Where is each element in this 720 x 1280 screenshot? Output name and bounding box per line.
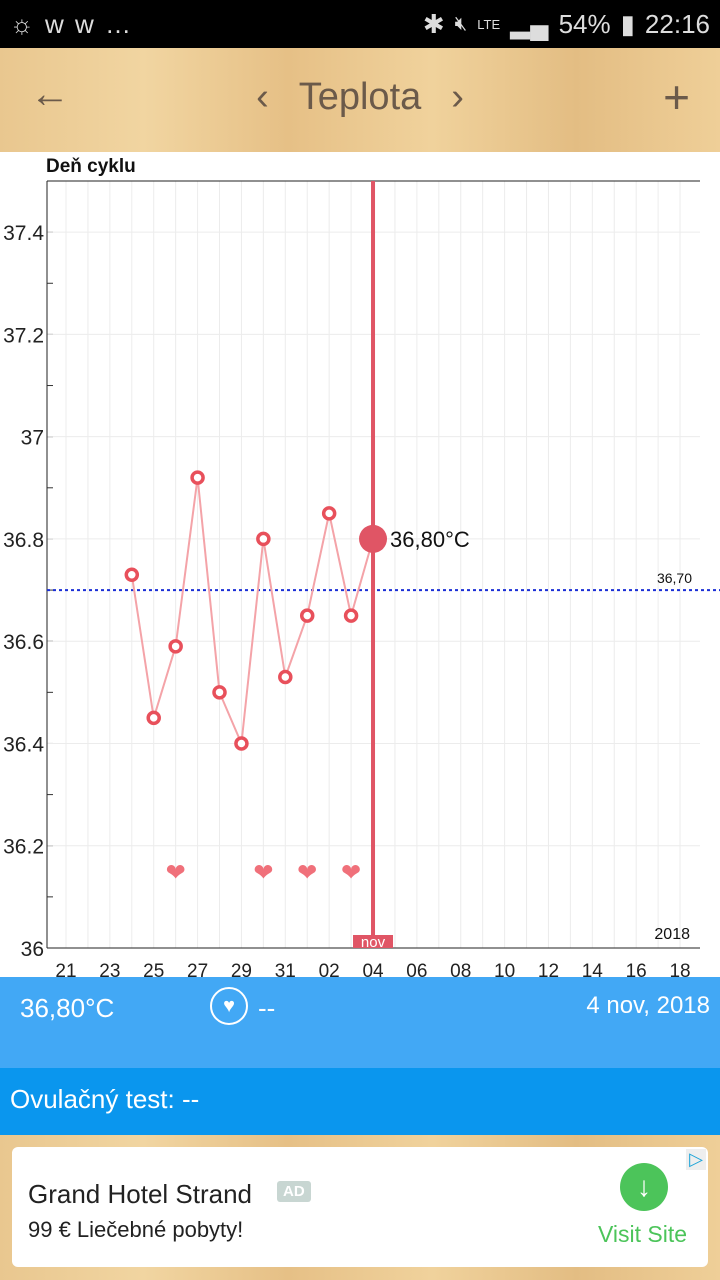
battery-icon: ▮ <box>620 8 635 39</box>
title-text: Teplota <box>298 76 422 118</box>
y-tick-label: 36 <box>21 938 44 961</box>
data-point <box>212 685 227 700</box>
bluetooth-icon: ✱ <box>422 8 445 39</box>
prev-icon[interactable]: ‹ <box>256 76 269 118</box>
heart-value: -- <box>258 993 276 1023</box>
data-point <box>190 470 205 485</box>
ovulation-test-row[interactable]: Ovulačný test: -- <box>0 1068 720 1135</box>
temperature-value: 36,80°C <box>20 993 115 1023</box>
network-type: LTE <box>477 16 501 32</box>
day-info-bar: 36,80°C ♥ -- 4 nov, 2018 <box>0 977 720 1068</box>
heart-icon[interactable]: ♥ <box>210 987 248 1025</box>
x-tick-label: 06 <box>406 961 427 977</box>
data-point <box>321 506 337 521</box>
data-point <box>256 531 271 547</box>
data-point <box>146 710 161 726</box>
selected-value-label: 36,80°C <box>390 527 470 552</box>
temperature-line <box>130 477 374 748</box>
battery-percent: 54% <box>558 8 611 39</box>
data-point <box>168 639 183 654</box>
chart-title: Deň cyklu <box>46 156 136 177</box>
status-bar: ☼ w w … ✱ 🔇︎ LTE ▂▄ 54% ▮ 22:16 <box>0 0 720 48</box>
back-button[interactable]: ← <box>30 72 70 116</box>
y-tick-label: 37.4 <box>3 222 44 245</box>
ad-area: Grand Hotel Strand AD 99 € Liečebné poby… <box>0 1135 720 1280</box>
app-header: ← ‹ Teplota › + <box>0 48 720 152</box>
mute-icon: 🔇︎ <box>454 12 468 35</box>
ad-banner[interactable]: Grand Hotel Strand AD 99 € Liečebné poby… <box>12 1147 708 1267</box>
x-tick-label: 25 <box>143 961 164 977</box>
data-point <box>234 736 249 751</box>
x-tick-label: 31 <box>275 961 296 977</box>
heart-icon: ❤ <box>341 859 361 886</box>
next-icon[interactable]: › <box>451 76 464 118</box>
y-tick-label: 37 <box>21 427 44 450</box>
signal-icon: ▂▄ <box>510 8 549 39</box>
month-marker-bg <box>353 935 394 948</box>
x-tick-label: 12 <box>538 961 559 977</box>
ad-badge: AD <box>277 1181 311 1202</box>
selected-point <box>359 524 388 553</box>
data-point <box>343 608 359 623</box>
x-tick-label: 16 <box>626 961 647 977</box>
x-tick-label: 10 <box>494 961 515 977</box>
x-tick-label: 27 <box>187 961 208 977</box>
date: 4 nov, 2018 <box>586 992 710 1019</box>
x-tick-label: 29 <box>231 961 252 977</box>
visit-site-button[interactable]: Visit Site <box>598 1221 688 1247</box>
x-tick-label: 21 <box>55 961 76 977</box>
data-point <box>124 567 140 582</box>
data-point <box>299 608 315 623</box>
y-tick-label: 36.6 <box>3 631 44 654</box>
heart-icon: ❤ <box>166 859 186 886</box>
x-tick-label: 18 <box>669 961 690 977</box>
temperature-chart[interactable]: 36 36.2 36.4 36.6 36.8 37 37.2 37.4 Deň cyklu 21 2… <box>0 152 720 977</box>
heart-icon: ❤ <box>297 859 317 886</box>
notification-icons: ☼ w w … <box>10 8 134 39</box>
page-title: ‹ Teplota › <box>0 76 720 119</box>
adchoices-icon[interactable]: ▷ <box>686 1149 706 1170</box>
y-tick-label: 36.2 <box>3 836 44 859</box>
add-button[interactable]: + <box>663 71 690 123</box>
month-marker: nov <box>361 934 386 951</box>
ad-title: Grand Hotel Strand <box>28 1179 253 1209</box>
y-tick-label: 36.8 <box>3 529 44 552</box>
coverline-label: 36,70 <box>657 570 692 586</box>
heart-icon: ❤ <box>253 859 273 886</box>
x-tick-label: 08 <box>450 961 471 977</box>
x-tick-label: 14 <box>582 961 604 977</box>
y-tick-label: 36.4 <box>3 733 44 756</box>
x-tick-label: 02 <box>319 961 340 977</box>
download-icon[interactable]: ↓ <box>620 1163 668 1211</box>
y-tick-label: 37.2 <box>3 324 44 347</box>
ovulation-value: -- <box>181 1084 200 1114</box>
ad-subtitle: 99 € Liečebné pobyty! <box>28 1217 244 1242</box>
x-tick-label: 23 <box>99 961 120 977</box>
clock: 22:16 <box>644 8 710 39</box>
year-label: 2018 <box>654 926 690 943</box>
ovulation-label: Ovulačný test: <box>10 1084 175 1114</box>
x-tick-label: 04 <box>362 961 384 977</box>
data-point <box>278 669 293 685</box>
